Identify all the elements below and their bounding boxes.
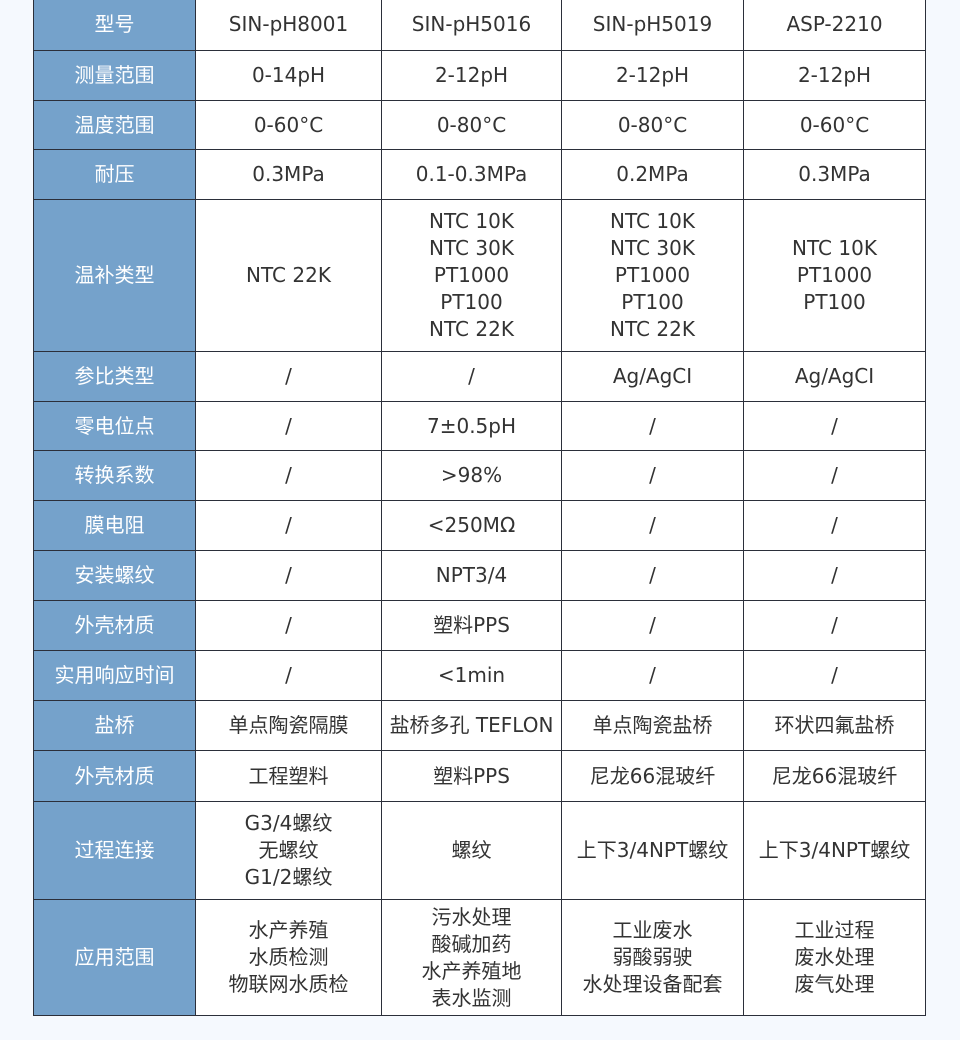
table-cell: 工程塑料 xyxy=(195,750,382,802)
table-cell: NPT3/4 xyxy=(381,550,562,601)
table-cell: 螺纹 xyxy=(381,801,562,900)
spec-table: 型号 SIN-pH8001 SIN-pH5016 SIN-pH5019 ASP-2210… xyxy=(33,0,926,1016)
table-cell: 上下3/4NPT螺纹 xyxy=(561,801,744,900)
table-cell: 0-80°C xyxy=(381,100,562,150)
table-cell: 塑料PPS xyxy=(381,750,562,802)
table-cell: <250MΩ xyxy=(381,500,562,551)
table-cell: ASP-2210 xyxy=(743,0,926,51)
row-label: 外壳材质 xyxy=(33,750,196,802)
table-cell: / xyxy=(195,401,382,451)
row-label: 应用范围 xyxy=(33,899,196,1016)
table-row: 盐桥 单点陶瓷隔膜 盐桥多孔 TEFLON 单点陶瓷盐桥 环状四氟盐桥 xyxy=(33,700,926,751)
table-cell: 尼龙66混玻纤 xyxy=(561,750,744,802)
table-cell: SIN-pH8001 xyxy=(195,0,382,51)
row-label: 转换系数 xyxy=(33,450,196,501)
table-cell: / xyxy=(195,450,382,501)
table-cell: / xyxy=(743,450,926,501)
table-row: 实用响应时间 / <1min / / xyxy=(33,650,926,701)
table-cell: <1min xyxy=(381,650,562,701)
table-row: 型号 SIN-pH8001 SIN-pH5016 SIN-pH5019 ASP-2210 xyxy=(33,0,926,51)
table-row: 安装螺纹 / NPT3/4// xyxy=(33,550,926,601)
table-cell: Ag/AgCI xyxy=(561,351,744,402)
row-label: 温度范围 xyxy=(33,100,196,150)
table-cell: 0-60°C xyxy=(195,100,382,150)
table-row: 外壳材质 工程塑料 塑料PPS 尼龙66混玻纤 尼龙66混玻纤 xyxy=(33,750,926,802)
row-label: 型号 xyxy=(33,0,196,51)
table-cell: NTC 22K xyxy=(195,199,382,352)
table-row: 转换系数 / >98% / / xyxy=(33,450,926,501)
table-cell: 塑料PPS xyxy=(381,600,562,651)
table-cell: / xyxy=(195,500,382,551)
table-row: 参比类型 / / Ag/AgCI Ag/AgCI xyxy=(33,351,926,402)
row-label: 实用响应时间 xyxy=(33,650,196,701)
row-label: 盐桥 xyxy=(33,700,196,751)
table-cell: 0-60°C xyxy=(743,100,926,150)
table-cell: / xyxy=(195,351,382,402)
row-label: 耐压 xyxy=(33,149,196,200)
table-cell: 盐桥多孔 TEFLON xyxy=(381,700,562,751)
table-cell: NTC 10K NTC 30K PT1000 PT100 NTC 22K xyxy=(561,199,744,352)
table-row: 温度范围 0-60°C 0-80°C 0-80°C 0-60°C xyxy=(33,100,926,150)
table-cell: / xyxy=(195,600,382,651)
row-label: 安装螺纹 xyxy=(33,550,196,601)
table-cell: 0.2MPa xyxy=(561,149,744,200)
table-row: 应用范围 水产养殖 水质检测 物联网水质检 污水处理 酸碱加药 水产养殖地 表水监测… xyxy=(33,899,926,1016)
row-label: 过程连接 xyxy=(33,801,196,900)
table-cell: / xyxy=(743,600,926,651)
table-cell: 环状四氟盐桥 xyxy=(743,700,926,751)
table-cell: / xyxy=(561,600,744,651)
table-cell: 污水处理 酸碱加药 水产养殖地 表水监测 xyxy=(381,899,562,1016)
table-cell: / xyxy=(561,450,744,501)
table-cell: 单点陶瓷隔膜 xyxy=(195,700,382,751)
table-cell: / xyxy=(743,401,926,451)
table-cell: / xyxy=(743,500,926,551)
table-cell: G3/4螺纹 无螺纹 G1/2螺纹 xyxy=(195,801,382,900)
table-row: 耐压 0.3MPa 0.1-0.3MPa 0.2MPa 0.3MPa xyxy=(33,149,926,200)
table-cell: 0.3MPa xyxy=(195,149,382,200)
table-cell: / xyxy=(743,550,926,601)
table-cell: NTC 10K PT1000 PT100 xyxy=(743,199,926,352)
row-label: 测量范围 xyxy=(33,50,196,101)
table-cell: 0.1-0.3MPa xyxy=(381,149,562,200)
table-row: 膜电阻 / <250MΩ / / xyxy=(33,500,926,551)
table-cell: / xyxy=(561,650,744,701)
table-row: 过程连接 G3/4螺纹 无螺纹 G1/2螺纹 螺纹 上下3/4NPT螺纹 上下3/4NP… xyxy=(33,801,926,900)
table-cell: 0-14pH xyxy=(195,50,382,101)
row-label: 外壳材质 xyxy=(33,600,196,651)
table-cell: / xyxy=(561,401,744,451)
table-cell: Ag/AgCI xyxy=(743,351,926,402)
table-row: 温补类型 NTC 22K NTC 10K NTC 30K PT1000 PT100 … xyxy=(33,199,926,352)
table-cell: 水产养殖 水质检测 物联网水质检 xyxy=(195,899,382,1016)
row-label: 温补类型 xyxy=(33,199,196,352)
table-cell: 2-12pH xyxy=(561,50,744,101)
table-row: 零电位点/7±0.5pH / / xyxy=(33,401,926,451)
table-cell: 2-12pH xyxy=(381,50,562,101)
row-label: 零电位点 xyxy=(33,401,196,451)
table-cell: NTC 10K NTC 30K PT1000 PT100 NTC 22K xyxy=(381,199,562,352)
table-cell: 7±0.5pH xyxy=(381,401,562,451)
table-cell: / xyxy=(195,550,382,601)
table-cell: 单点陶瓷盐桥 xyxy=(561,700,744,751)
table-cell: SIN-pH5019 xyxy=(561,0,744,51)
table-cell: >98% xyxy=(381,450,562,501)
row-label: 膜电阻 xyxy=(33,500,196,551)
table-cell: SIN-pH5016 xyxy=(381,0,562,51)
table-cell: / xyxy=(561,500,744,551)
table-cell: / xyxy=(561,550,744,601)
table-cell: 2-12pH xyxy=(743,50,926,101)
table-cell: / xyxy=(195,650,382,701)
table-row: 测量范围 0-14pH 2-12pH 2-12pH 2-12pH xyxy=(33,50,926,101)
table-cell: 0.3MPa xyxy=(743,149,926,200)
table-cell: / xyxy=(381,351,562,402)
table-cell: 0-80°C xyxy=(561,100,744,150)
table-cell: 尼龙66混玻纤 xyxy=(743,750,926,802)
table-cell: 工业过程 废水处理 废气处理 xyxy=(743,899,926,1016)
table-cell: 工业废水 弱酸弱驶 水处理设备配套 xyxy=(561,899,744,1016)
table-cell: 上下3/4NPT螺纹 xyxy=(743,801,926,900)
table-row: 外壳材质 / 塑料PPS / / xyxy=(33,600,926,651)
row-label: 参比类型 xyxy=(33,351,196,402)
table-cell: / xyxy=(743,650,926,701)
